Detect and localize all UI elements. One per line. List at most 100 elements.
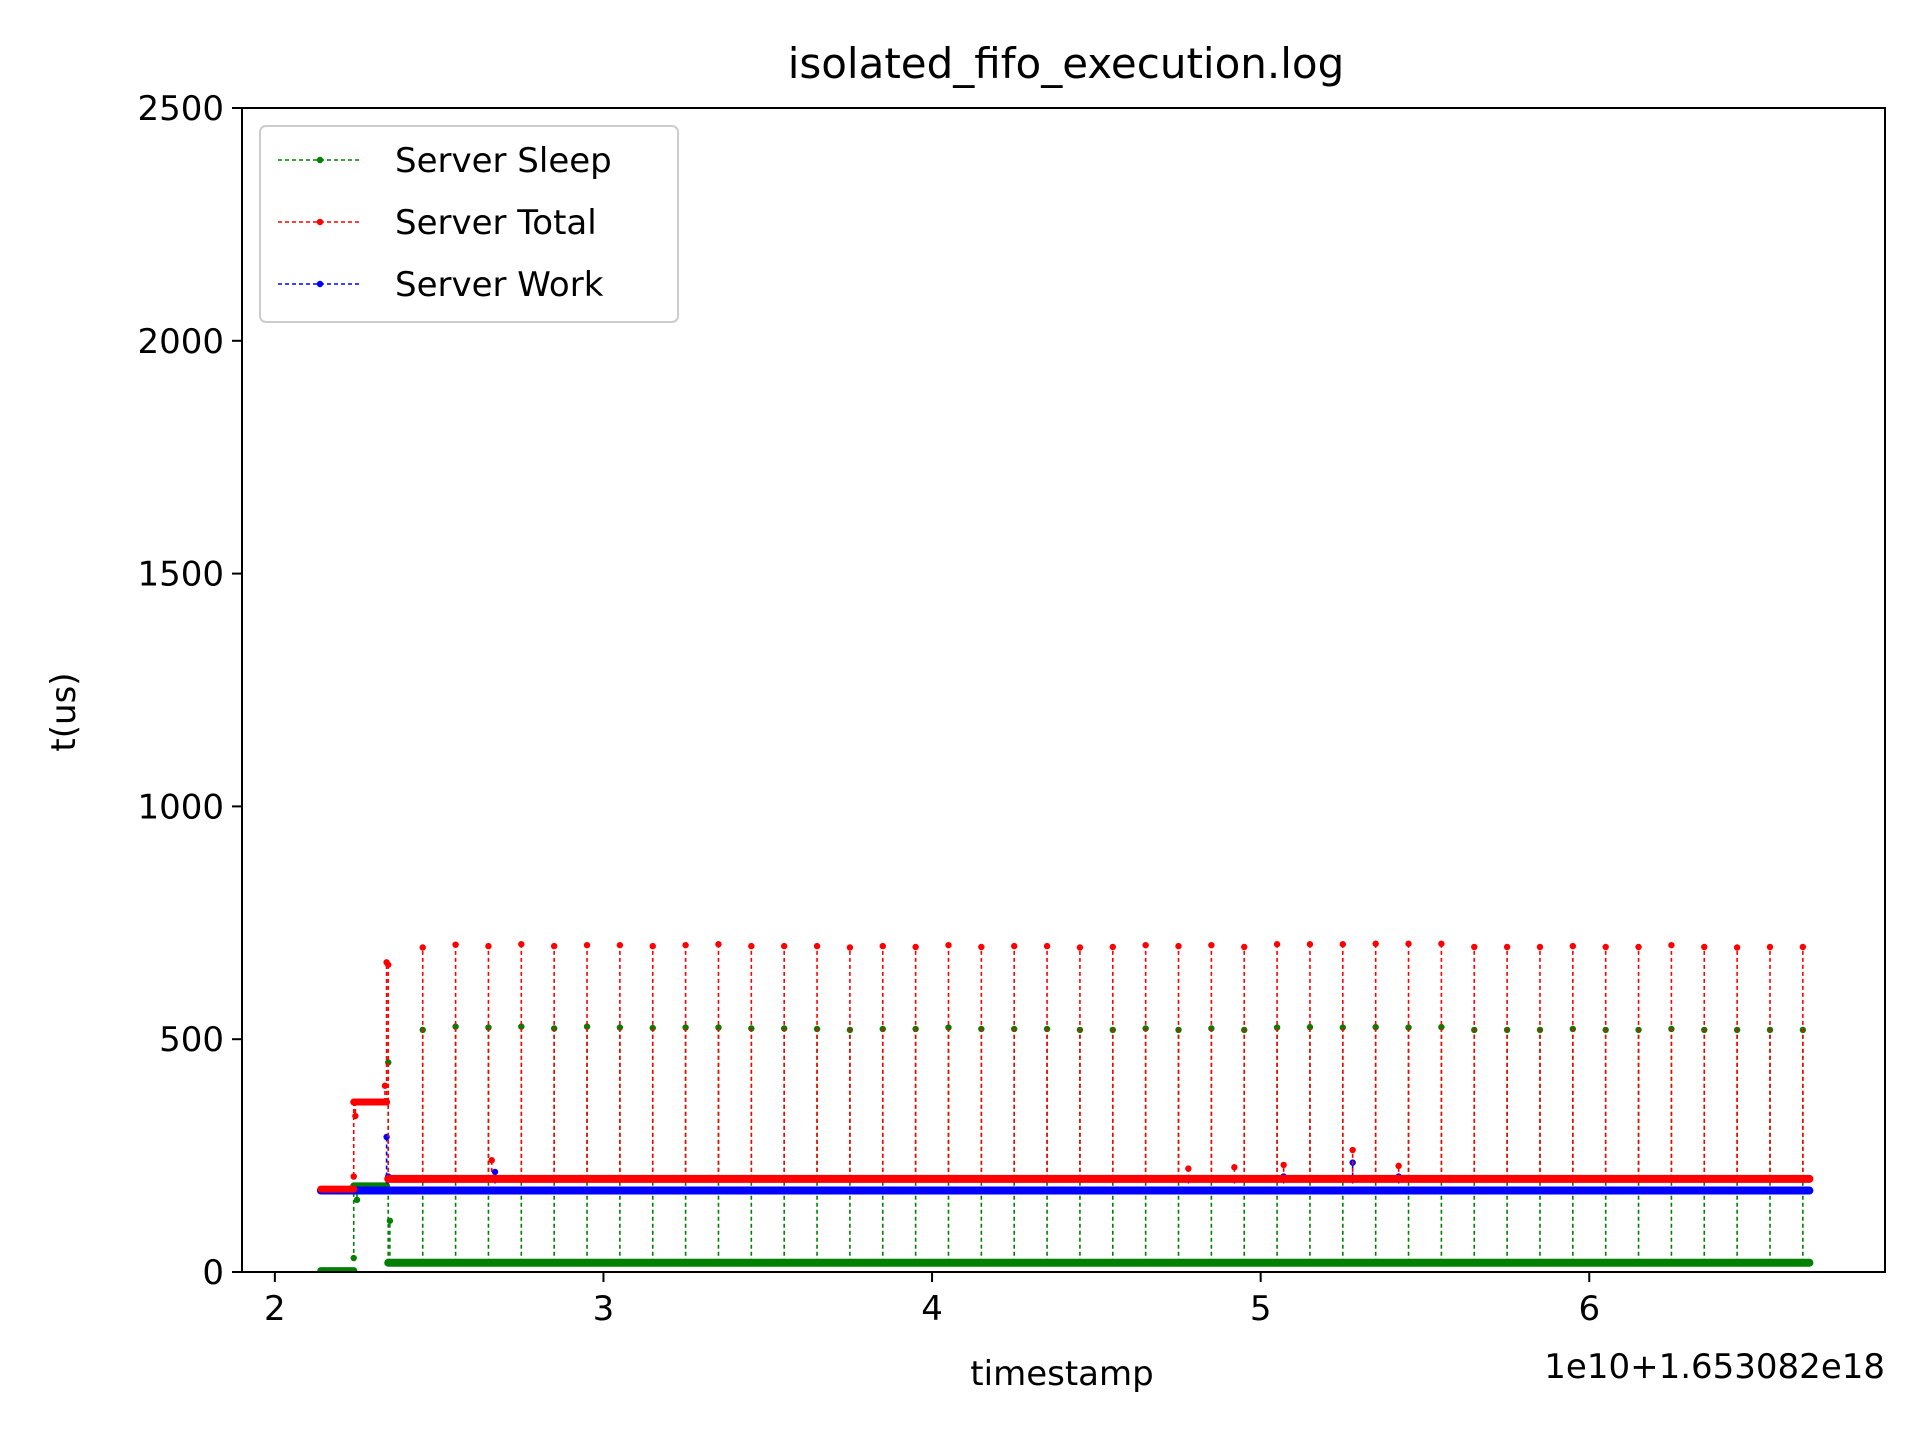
series-point — [583, 941, 591, 949]
series-point — [682, 941, 689, 949]
series-point — [1306, 1023, 1314, 1031]
series-point — [1438, 940, 1445, 947]
series-point — [1372, 1023, 1379, 1031]
series-point — [350, 1173, 357, 1180]
legend-item: Server Total — [278, 203, 597, 243]
legend-marker — [316, 218, 324, 226]
series-point — [1109, 943, 1116, 951]
series-point — [1438, 1023, 1445, 1031]
chart-title: isolated_fifo_execution.log — [788, 39, 1345, 88]
series-point — [682, 1024, 689, 1031]
series-point — [583, 1023, 591, 1030]
series-point — [715, 941, 722, 948]
series-point — [452, 941, 459, 948]
series-point — [1339, 1024, 1347, 1031]
legend-item: Server Sleep — [278, 141, 612, 181]
series-point — [452, 1023, 459, 1030]
x-tick-label: 2 — [264, 1289, 286, 1329]
series-point — [386, 1217, 394, 1224]
series-point — [616, 941, 624, 949]
series-point — [350, 1254, 357, 1262]
series-point — [488, 1157, 495, 1164]
series-point — [1569, 942, 1577, 950]
series-point — [715, 1024, 722, 1031]
series-point — [1208, 941, 1215, 949]
y-tick-label: 1500 — [137, 555, 224, 595]
series-point — [518, 941, 525, 948]
series-point — [1733, 944, 1741, 951]
series-point — [1076, 944, 1084, 951]
series-point — [1175, 942, 1182, 950]
x-tick-label: 5 — [1250, 1289, 1272, 1329]
series-point — [1231, 1164, 1238, 1171]
series-point — [780, 942, 788, 950]
series-point — [1668, 941, 1675, 949]
series-point — [1471, 943, 1478, 951]
legend: Server Sleep Server Total Server Work — [259, 125, 679, 323]
series-point — [1339, 941, 1347, 948]
series-point — [485, 942, 492, 950]
series-point — [748, 942, 755, 950]
series-point — [518, 1023, 525, 1030]
series-server-total — [317, 940, 1814, 1193]
legend-label: Server Sleep — [395, 141, 612, 181]
x-tick-label: 4 — [921, 1289, 943, 1329]
legend-marker — [316, 280, 324, 288]
legend-box — [259, 125, 679, 323]
series-point — [1280, 1161, 1287, 1169]
y-tick-label: 2000 — [137, 322, 224, 362]
plot-frame — [241, 107, 1886, 1273]
series-point — [1395, 1162, 1402, 1170]
series-point — [1701, 943, 1708, 951]
series-point — [419, 944, 426, 951]
x-axis-label: timestamp — [970, 1354, 1153, 1394]
y-axis-label: t(us) — [44, 672, 84, 751]
x-tick-label: 3 — [593, 1289, 615, 1329]
series-point — [550, 942, 558, 950]
series-point — [1766, 943, 1774, 951]
series-point — [352, 1112, 359, 1120]
series-point — [813, 942, 821, 950]
series-point — [1241, 943, 1248, 951]
series-point — [381, 1082, 389, 1089]
series-point — [485, 1024, 492, 1031]
series-point — [353, 1196, 361, 1204]
series-point — [1185, 1165, 1192, 1172]
legend-marker — [316, 156, 324, 164]
legend-label: Server Total — [395, 203, 597, 243]
series-point — [1273, 941, 1281, 948]
series-point — [1043, 942, 1051, 950]
series-point — [978, 943, 985, 951]
y-tick-label: 2500 — [137, 89, 224, 129]
series-point — [879, 942, 886, 950]
series-point — [1349, 1146, 1356, 1154]
series-point — [1536, 943, 1544, 951]
series-point — [616, 1024, 624, 1031]
series-point — [1372, 940, 1379, 947]
series-point — [649, 942, 656, 950]
legend-label: Server Work — [395, 265, 604, 305]
x-tick-label: 6 — [1578, 1289, 1600, 1329]
series-point — [1306, 941, 1314, 948]
series-point — [846, 944, 854, 951]
x-offset-label: 1e10+1.653082e18 — [1544, 1347, 1885, 1387]
series-point — [1799, 943, 1807, 951]
series-point — [912, 943, 919, 951]
series-point — [945, 1024, 952, 1031]
series-point — [945, 941, 952, 949]
series-point — [491, 1168, 499, 1176]
y-tick-label: 1000 — [137, 787, 224, 827]
series-point — [1142, 941, 1149, 949]
legend-item: Server Work — [278, 265, 604, 305]
series-point — [1011, 942, 1018, 950]
series-point — [1635, 943, 1642, 951]
series-point — [1405, 1024, 1412, 1031]
series-point — [1503, 943, 1511, 951]
series-point — [385, 961, 392, 968]
y-tick-label: 500 — [159, 1020, 224, 1060]
series-point — [1273, 1024, 1281, 1031]
series-point — [1405, 940, 1412, 947]
series-point — [1602, 943, 1609, 951]
y-tick-label: 0 — [202, 1253, 224, 1293]
